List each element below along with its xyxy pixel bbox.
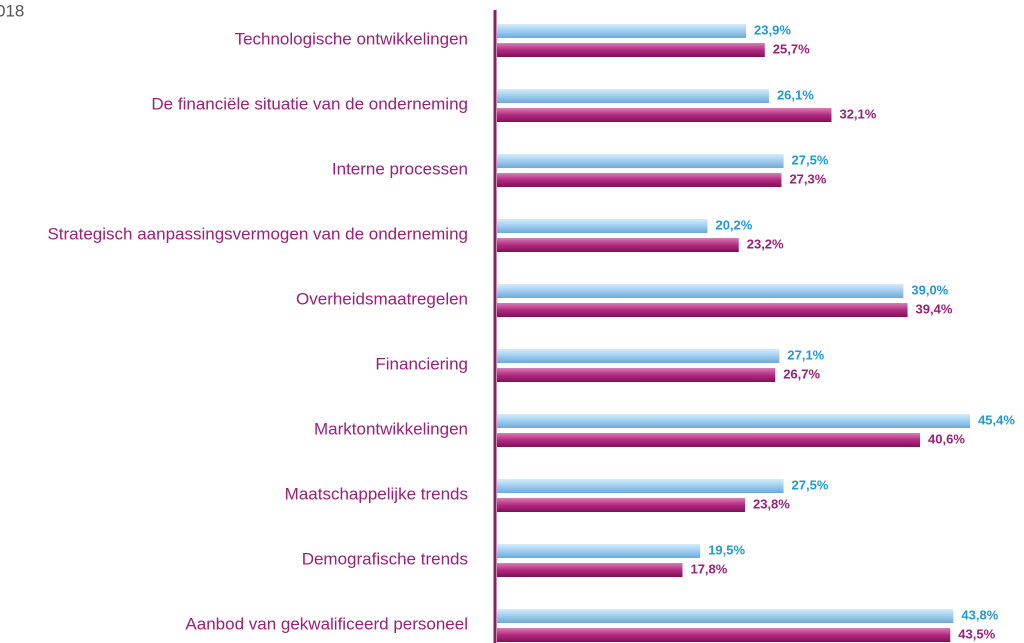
bar bbox=[497, 609, 954, 623]
value-label: 43,5% bbox=[958, 626, 995, 641]
value-label: 27,5% bbox=[792, 152, 829, 167]
bar bbox=[497, 349, 780, 363]
category-label: De financiële situatie van de ondernemin… bbox=[151, 94, 468, 113]
bar bbox=[497, 154, 784, 168]
value-label: 27,5% bbox=[792, 477, 829, 492]
bar bbox=[497, 89, 769, 103]
bar bbox=[497, 173, 782, 187]
category-label: Aanbod van gekwalificeerd personeel bbox=[185, 614, 468, 633]
category-label: Marktontwikkelingen bbox=[314, 419, 468, 438]
bar bbox=[497, 433, 921, 447]
category-label: Interne processen bbox=[332, 159, 468, 178]
bar bbox=[497, 368, 776, 382]
bar bbox=[497, 414, 971, 428]
bar bbox=[497, 284, 904, 298]
value-label: 19,5% bbox=[708, 542, 745, 557]
category-label: Financiering bbox=[375, 354, 468, 373]
value-label: 26,7% bbox=[783, 366, 820, 381]
value-label: 26,1% bbox=[777, 87, 814, 102]
bar bbox=[497, 238, 739, 252]
bar bbox=[497, 563, 683, 577]
category-label: Strategisch aanpassingsvermogen van de o… bbox=[47, 224, 468, 243]
value-label: 40,6% bbox=[928, 431, 965, 446]
annotation: 018 bbox=[0, 1, 24, 20]
value-label: 23,9% bbox=[754, 22, 791, 37]
value-label: 27,3% bbox=[789, 171, 826, 186]
bar bbox=[497, 24, 747, 38]
value-label: 32,1% bbox=[839, 106, 876, 121]
value-label: 43,8% bbox=[961, 607, 998, 622]
bar bbox=[497, 479, 784, 493]
bar bbox=[497, 303, 908, 317]
value-label: 17,8% bbox=[690, 561, 727, 576]
bar bbox=[497, 43, 765, 57]
category-label: Overheidsmaatregelen bbox=[296, 289, 468, 308]
category-label: Maatschappelijke trends bbox=[285, 484, 468, 503]
bar bbox=[497, 219, 708, 233]
value-label: 39,4% bbox=[916, 301, 953, 316]
bar bbox=[497, 498, 745, 512]
bar bbox=[497, 544, 701, 558]
category-label: Technologische ontwikkelingen bbox=[235, 29, 468, 48]
bar bbox=[497, 628, 951, 642]
value-label: 23,8% bbox=[753, 496, 790, 511]
value-label: 27,1% bbox=[787, 347, 824, 362]
value-label: 20,2% bbox=[715, 217, 752, 232]
value-label: 39,0% bbox=[911, 282, 948, 297]
value-label: 23,2% bbox=[747, 236, 784, 251]
value-label: 45,4% bbox=[978, 412, 1015, 427]
value-label: 25,7% bbox=[773, 41, 810, 56]
bar bbox=[497, 108, 832, 122]
category-label: Demografische trends bbox=[302, 549, 468, 568]
